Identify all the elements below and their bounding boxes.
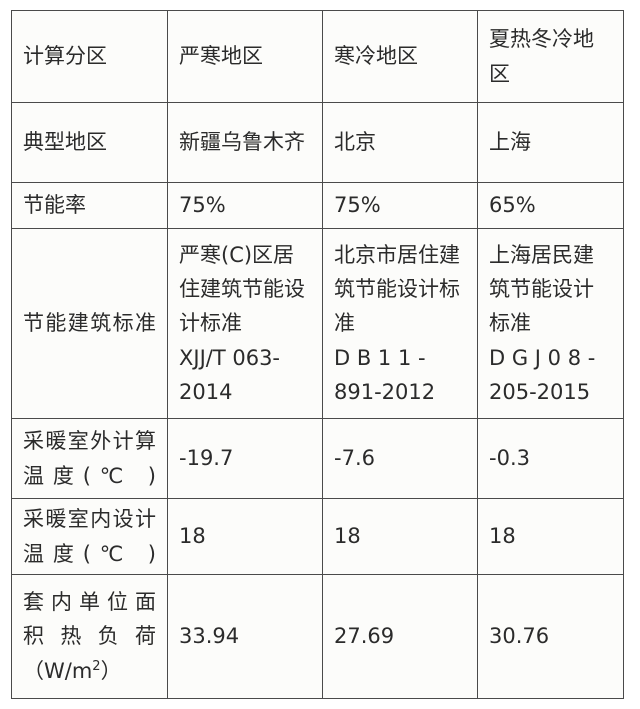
cell-zone-severe-cold: 严寒地区 [167,10,323,103]
standard-code-hscw-line2: 205-2015 [489,379,591,404]
row-label-energy-saving-rate: 节能率 [11,182,168,229]
specification-table-container: 计算分区 严寒地区 寒冷地区 夏热冬冷地区 典型地区 新疆乌鲁木齐 北京 上海 … [11,10,624,699]
cell-zone-hot-summer-cold-winter: 夏热冬冷地区 [477,10,624,103]
row-label-heat-load-line2: 积热负荷 [23,624,156,649]
row-label-unit-area-heat-load: 套内单位面 积热负荷 （W/m2） [11,574,168,699]
cell-typical-urumqi: 新疆乌鲁木齐 [167,102,323,183]
standard-title-cold: 北京市居住建筑节能设计标准 [334,243,460,336]
standard-code-severe-cold-line2: 2014 [179,379,233,404]
standard-title-severe-cold: 严寒(C)区居住建筑节能设计标准 [179,243,305,336]
cell-standard-hot-summer-cold-winter: 上海居民建筑节能设计标准 D G J 0 8 - 205-2015 [477,228,624,419]
energy-efficiency-comparison-table: 计算分区 严寒地区 寒冷地区 夏热冬冷地区 典型地区 新疆乌鲁木齐 北京 上海 … [11,10,624,699]
table-row-energy-saving-rate: 节能率 75% 75% 65% [11,182,624,229]
cell-standard-cold: 北京市居住建筑节能设计标准 D B 1 1 - 891-2012 [322,228,478,419]
heat-load-unit-prefix: （W/m [23,658,93,683]
table-row-outdoor-design-temperature: 采暖室外计算温度(℃ ) -19.7 -7.6 -0.3 [11,418,624,499]
cell-outdoor-temp-cold: -7.6 [322,418,478,499]
cell-indoor-temp-cold: 18 [322,498,478,575]
cell-typical-beijing: 北京 [322,102,478,183]
cell-rate-hot-summer-cold-winter: 65% [477,182,624,229]
row-label-building-standard: 节能建筑标准 [11,228,168,419]
cell-standard-severe-cold: 严寒(C)区居住建筑节能设计标准 XJJ/T 063- 2014 [167,228,323,419]
row-label-outdoor-design-temperature: 采暖室外计算温度(℃ ) [11,418,168,499]
cell-outdoor-temp-severe-cold: -19.7 [167,418,323,499]
row-label-indoor-design-temperature: 采暖室内设计温度(℃ ) [11,498,168,575]
row-label-typical-region: 典型地区 [11,102,168,183]
standard-code-severe-cold-line1: XJJ/T 063- [179,345,281,370]
table-row-building-standard: 节能建筑标准 严寒(C)区居住建筑节能设计标准 XJJ/T 063- 2014 … [11,228,624,419]
cell-heat-load-hscw: 30.76 [477,574,624,699]
heat-load-unit-suffix: ） [100,658,122,683]
cell-typical-shanghai: 上海 [477,102,624,183]
table-row-unit-area-heat-load: 套内单位面 积热负荷 （W/m2） 33.94 27.69 30.76 [11,574,624,699]
standard-code-cold-line1: D B 1 1 - [334,345,426,370]
standard-code-hscw-line1: D G J 0 8 - [489,345,596,370]
cell-heat-load-severe-cold: 33.94 [167,574,323,699]
row-label-building-standard-text: 节能建筑标准 [23,311,156,336]
row-label-heat-load-line1: 套内单位面 [23,590,156,615]
row-label-outdoor-design-temperature-text: 采暖室外计算温度(℃ ) [23,429,156,488]
table-row-typical-region: 典型地区 新疆乌鲁木齐 北京 上海 [11,102,624,183]
cell-indoor-temp-severe-cold: 18 [167,498,323,575]
cell-rate-severe-cold: 75% [167,182,323,229]
row-label-heat-load-unit: （W/m2） [23,654,156,688]
cell-outdoor-temp-hscw: -0.3 [477,418,624,499]
heat-load-unit-superscript: 2 [92,658,101,674]
table-row-zone: 计算分区 严寒地区 寒冷地区 夏热冬冷地区 [11,10,624,103]
table-row-indoor-design-temperature: 采暖室内设计温度(℃ ) 18 18 18 [11,498,624,575]
standard-code-cold-line2: 891-2012 [334,379,436,404]
cell-heat-load-cold: 27.69 [322,574,478,699]
cell-indoor-temp-hscw: 18 [477,498,624,575]
standard-title-hscw: 上海居民建筑节能设计标准 [489,243,594,336]
row-label-calculation-zone: 计算分区 [11,10,168,103]
cell-zone-cold: 寒冷地区 [322,10,478,103]
cell-rate-cold: 75% [322,182,478,229]
row-label-indoor-design-temperature-text: 采暖室内设计温度(℃ ) [23,507,156,566]
